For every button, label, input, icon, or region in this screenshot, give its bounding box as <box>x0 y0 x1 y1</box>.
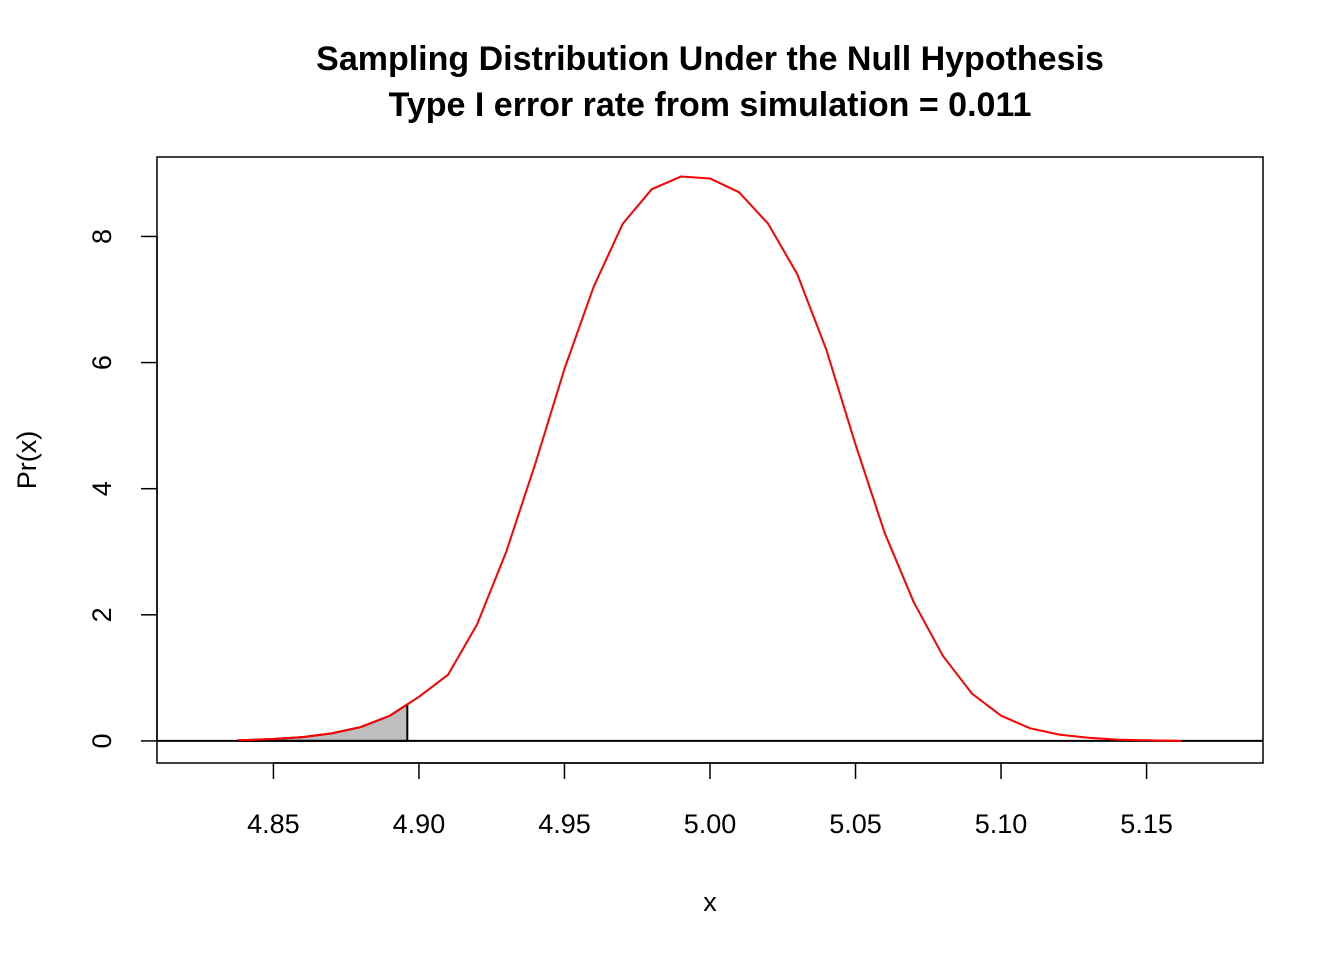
x-tick-label: 5.00 <box>684 809 737 839</box>
line-layer <box>238 175 1182 742</box>
x-tick-label: 4.95 <box>538 809 591 839</box>
chart-subtitle: Type I error rate from simulation = 0.01… <box>389 86 1032 124</box>
density-curve <box>238 175 1182 742</box>
x-tick-label: 4.85 <box>247 809 300 839</box>
y-tick-label: 2 <box>87 607 117 622</box>
x-tick-label: 5.10 <box>975 809 1028 839</box>
x-tick-label: 5.15 <box>1120 809 1173 839</box>
y-tick-label: 0 <box>87 733 117 748</box>
y-tick-label: 6 <box>87 355 117 370</box>
x-axis: 4.85 4.90 4.95 5.00 5.05 5.10 5.15 <box>247 762 1173 839</box>
y-tick-label: 8 <box>87 229 117 244</box>
y-tick-label: 4 <box>87 481 117 496</box>
chart-title: Sampling Distribution Under the Null Hyp… <box>316 40 1104 78</box>
y-axis: 0 2 4 6 8 <box>87 229 158 748</box>
x-tick-label: 5.05 <box>829 809 882 839</box>
plot-frame <box>156 156 1264 764</box>
y-axis-title: Pr(x) <box>12 431 42 489</box>
x-tick-label: 4.90 <box>393 809 446 839</box>
x-axis-title: x <box>703 887 717 917</box>
